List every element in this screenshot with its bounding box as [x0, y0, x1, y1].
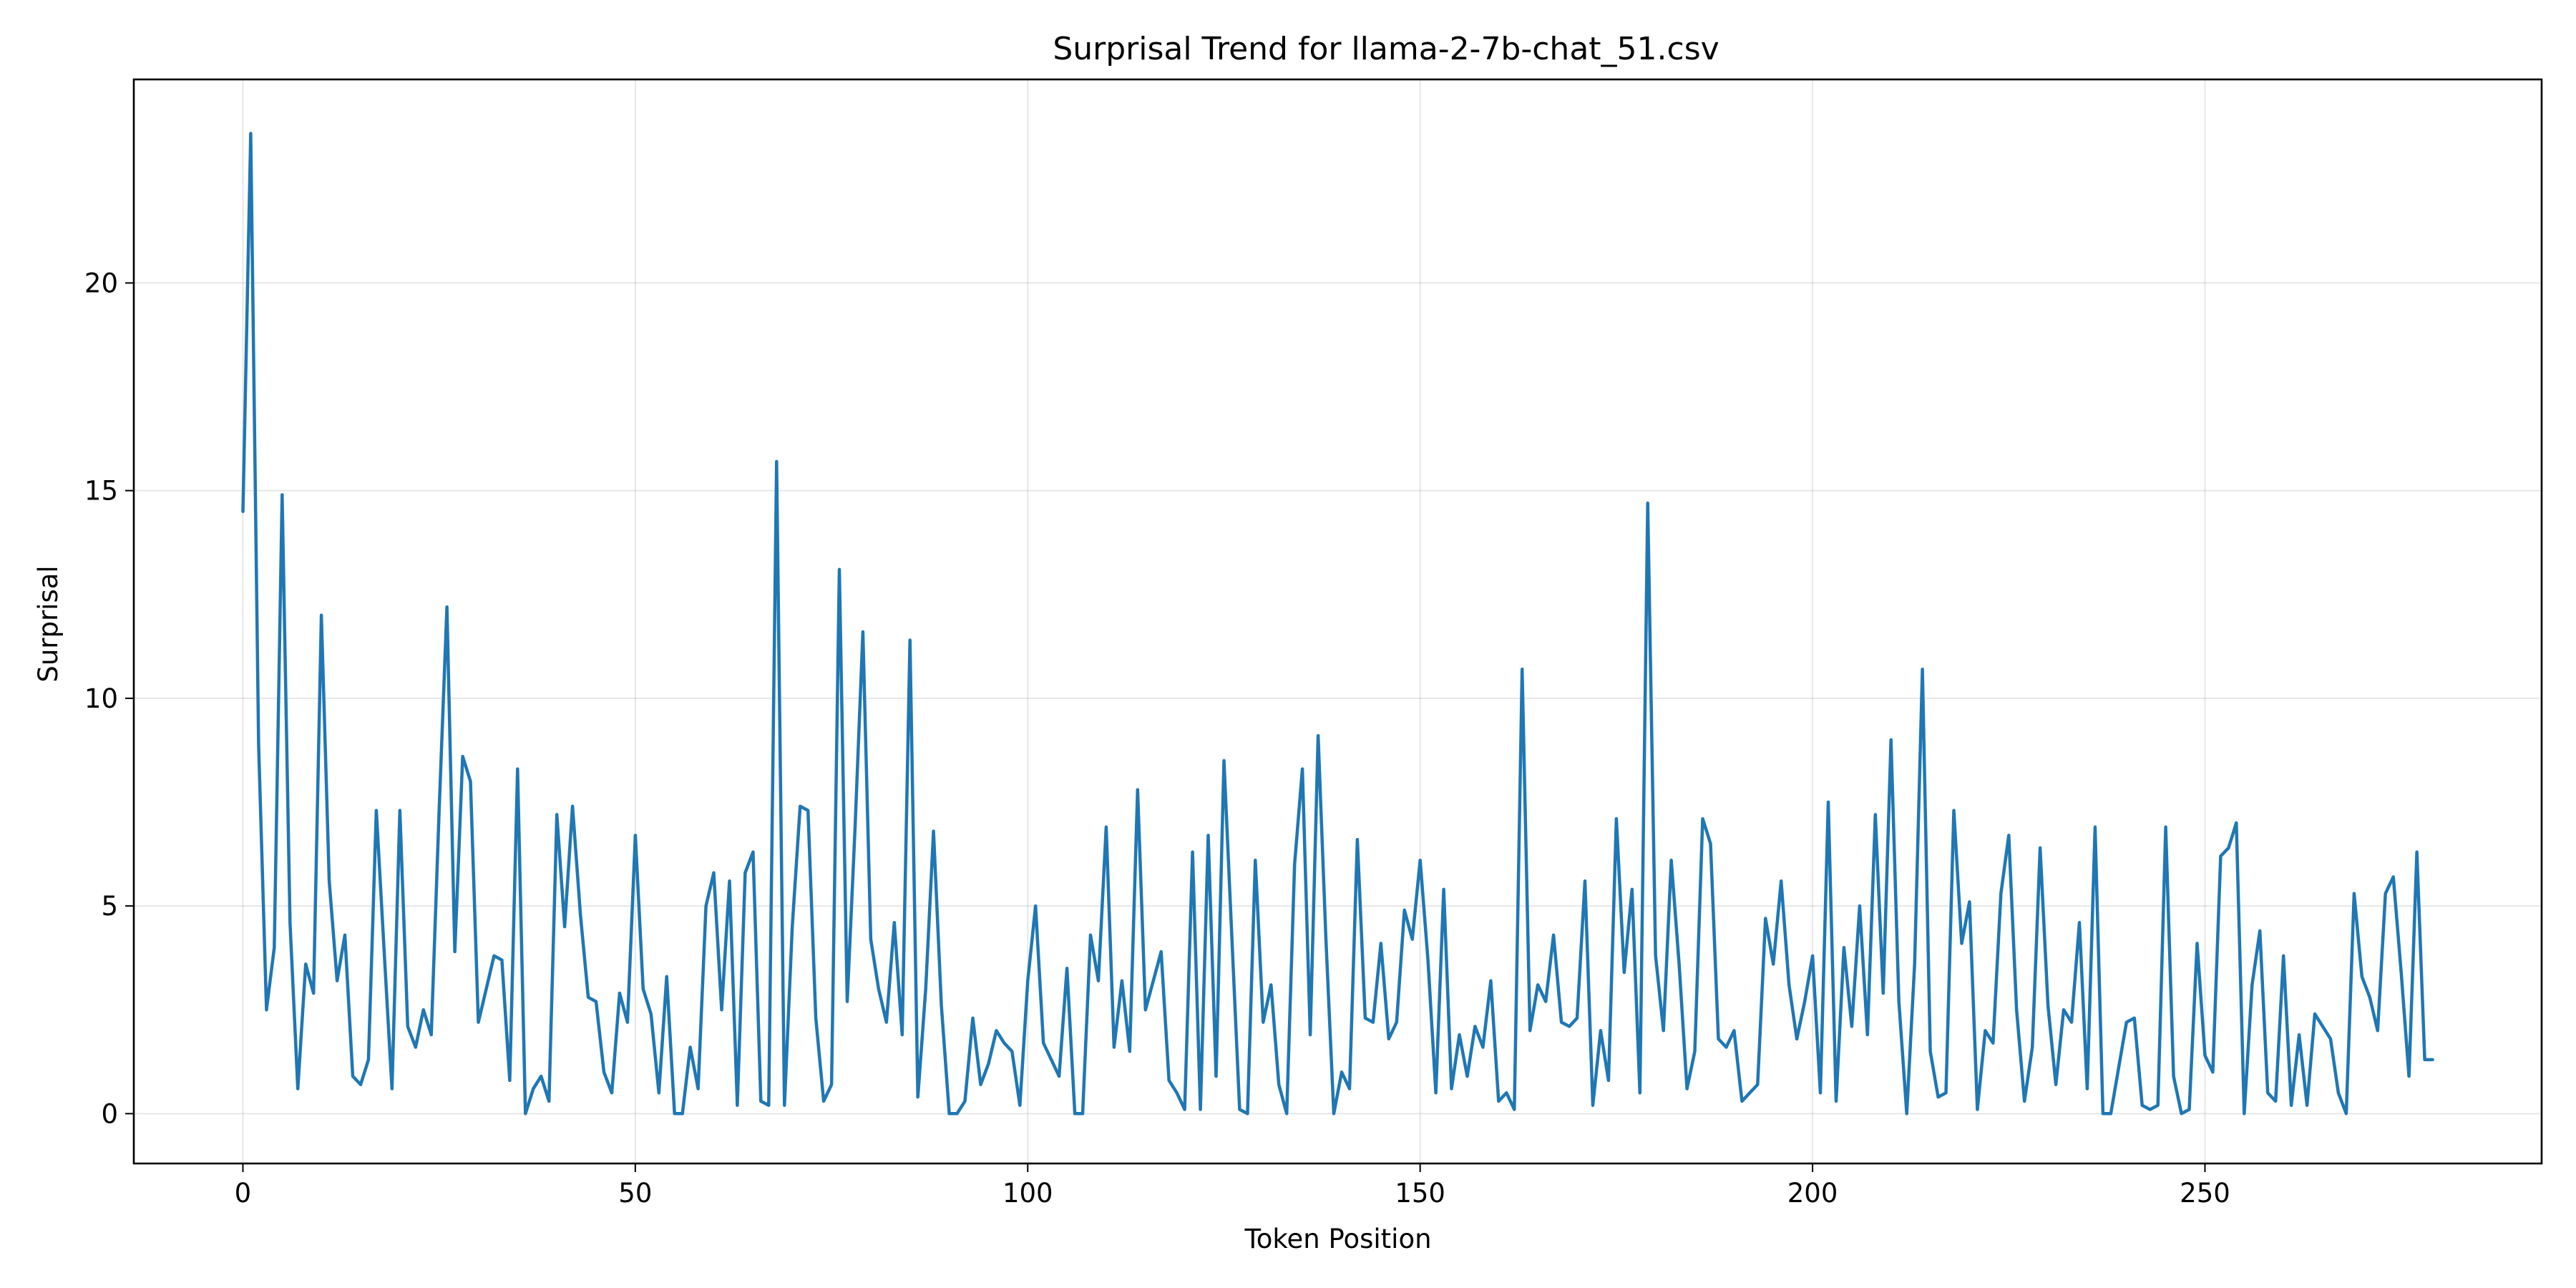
x-axis-ticks: 0 50 100 150 200 250: [235, 1163, 2230, 1209]
y-axis-ticks: 0 5 10 15 20: [84, 268, 134, 1129]
x-tick-label: 250: [2180, 1178, 2230, 1209]
y-tick-label: 5: [101, 891, 118, 922]
x-axis-label: Token Position: [1244, 1224, 1431, 1254]
x-tick-label: 200: [1787, 1178, 1838, 1209]
chart-title: Surprisal Trend for llama-2-7b-chat_51.c…: [1053, 31, 1719, 67]
x-tick-label: 0: [235, 1178, 252, 1209]
x-tick-label: 100: [1002, 1178, 1053, 1209]
y-tick-label: 10: [84, 683, 118, 714]
y-axis-label: Surprisal: [33, 565, 64, 682]
x-tick-label: 50: [618, 1178, 652, 1209]
grid-lines: [134, 79, 2542, 1163]
plot-area: [241, 132, 2434, 1116]
surprisal-series-line: [241, 132, 2434, 1116]
y-tick-label: 20: [84, 268, 118, 298]
y-tick-label: 15: [84, 476, 118, 507]
plot-frame: [132, 78, 2543, 1165]
x-tick-label: 150: [1395, 1178, 1445, 1209]
y-tick-label: 0: [101, 1098, 118, 1129]
